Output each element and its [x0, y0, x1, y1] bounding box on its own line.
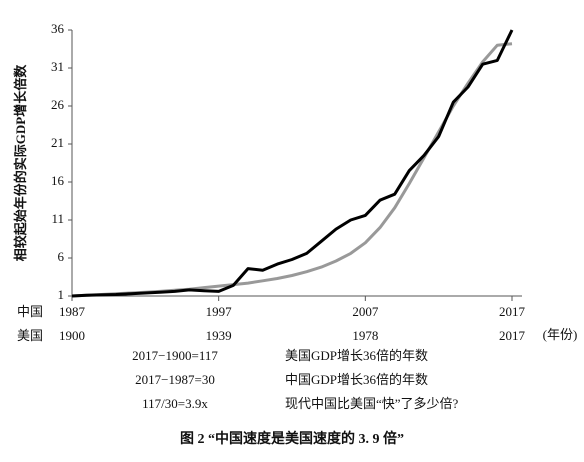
x-tick-label: 1997: [206, 304, 233, 319]
y-tick-label: 11: [51, 211, 64, 226]
note-formula: 2017−1900=117: [132, 348, 218, 363]
y-tick-label: 31: [51, 59, 64, 74]
x-tick-label: 1900: [59, 328, 85, 343]
y-tick-label: 16: [51, 173, 65, 188]
x-tick-label: 1987: [59, 304, 86, 319]
x-unit: (年份): [543, 327, 578, 342]
series-line: [71, 29, 514, 298]
x-tick-label: 2017: [499, 304, 526, 319]
note-formula: 117/30=3.9x: [142, 396, 208, 411]
x-tick-label: 1939: [206, 328, 232, 343]
caption: 图 2 “中国速度是美国速度的 3. 9 倍”: [180, 430, 404, 447]
y-tick-label: 36: [51, 21, 65, 36]
note-formula: 2017−1987=30: [135, 372, 215, 387]
x-row-name: 美国: [17, 328, 43, 343]
y-tick-label: 6: [58, 249, 65, 264]
x-tick-label: 1978: [352, 328, 378, 343]
note-text: 现代中国比美国“快”了多少倍?: [285, 396, 459, 411]
y-tick-label: 26: [51, 97, 65, 112]
y-tick-label: 1: [58, 287, 65, 302]
y-axis-label: 相较起始年份的实际GDP增长倍数: [13, 64, 28, 261]
x-tick-label: 2017: [499, 328, 526, 343]
note-text: 美国GDP增长36倍的年数: [285, 348, 428, 363]
y-tick-label: 21: [51, 135, 64, 150]
x-tick-label: 2007: [352, 304, 379, 319]
x-row-name: 中国: [17, 304, 43, 319]
note-text: 中国GDP增长36倍的年数: [285, 372, 428, 387]
